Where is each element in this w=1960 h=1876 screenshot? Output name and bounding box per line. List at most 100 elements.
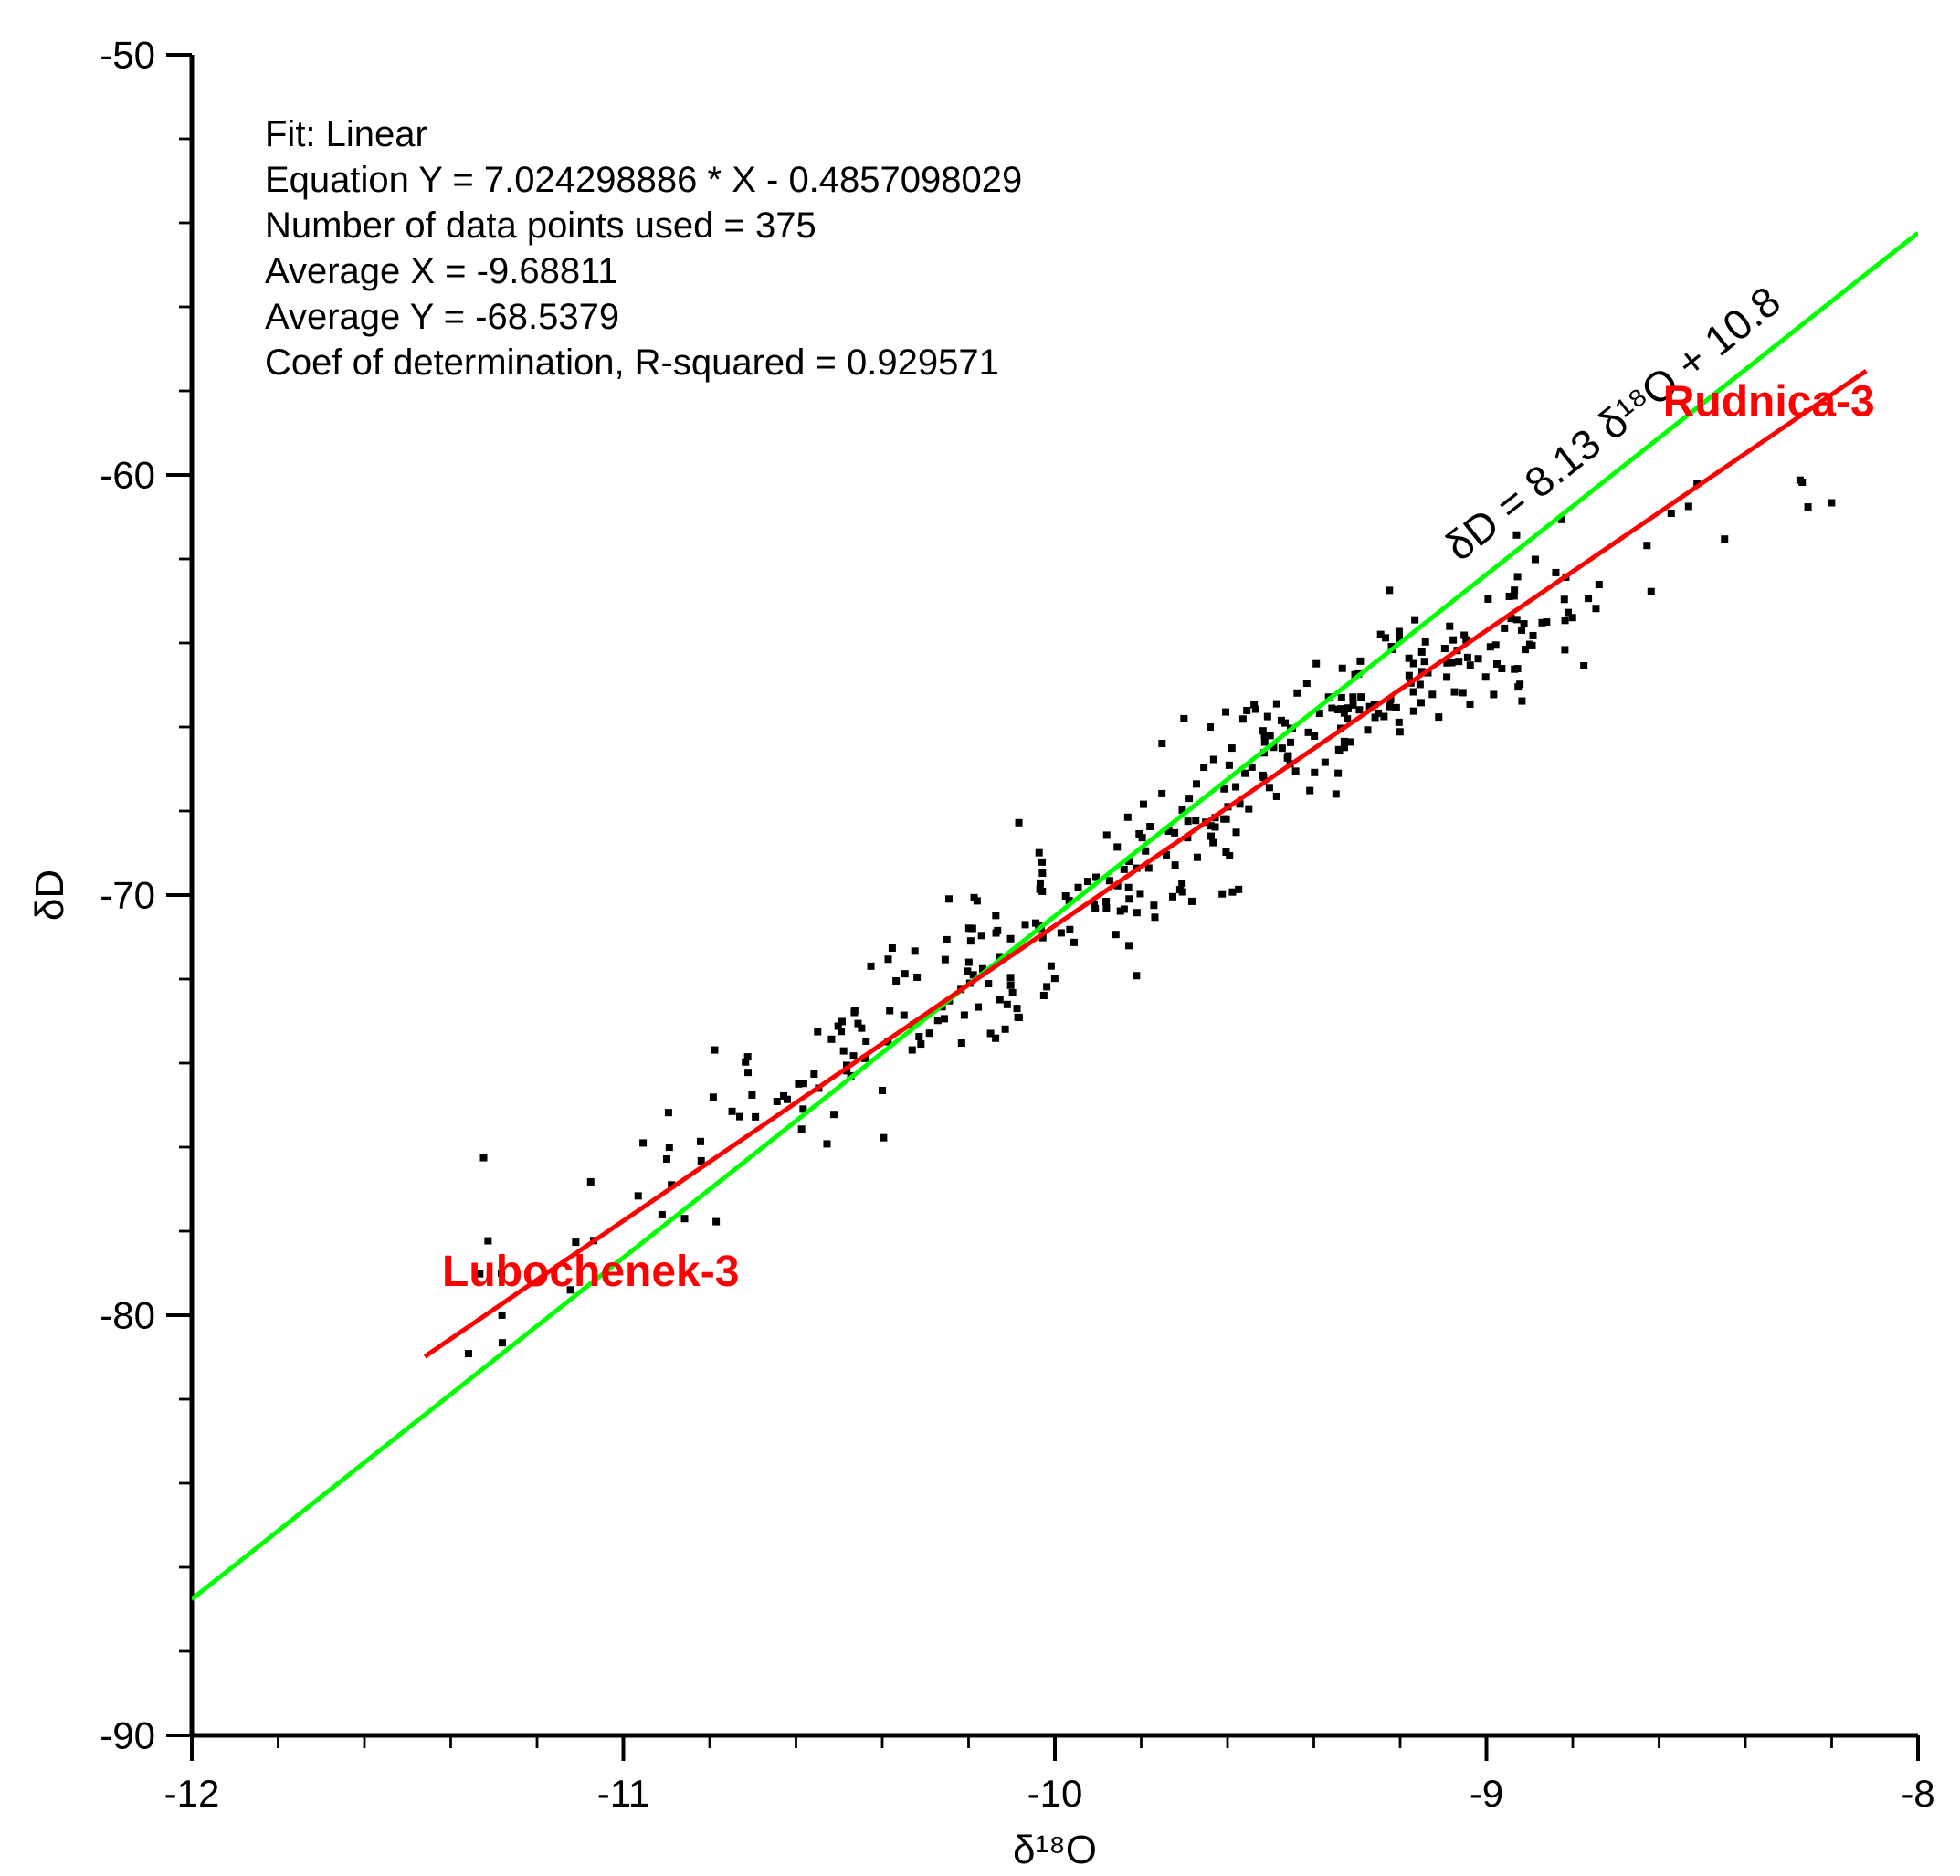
data-point [1103,831,1111,838]
x-tick-label: -8 [1901,1772,1934,1815]
data-point [1487,643,1494,650]
data-point [1482,673,1490,680]
annotation-label: Rudnica-3 [1663,378,1875,427]
data-point [774,1098,781,1105]
data-point [1150,901,1157,909]
data-point [748,1091,755,1099]
data-point [1200,764,1207,771]
data-point [909,1047,916,1054]
data-point [1464,654,1471,661]
data-point [1648,588,1655,595]
data-point [1443,673,1450,680]
data-point [1222,848,1229,856]
data-point [1121,905,1128,912]
scatter-chart: -12-11-10-9-8-90-80-70-60-50δ¹⁸OδDδD = 8… [0,0,1960,1876]
data-point [1382,634,1389,641]
data-point [1007,982,1015,989]
data-point [1158,740,1165,747]
data-point [992,912,999,919]
data-point [1070,939,1078,946]
data-point [1475,655,1482,662]
data-point [1562,617,1569,624]
data-point [1410,689,1417,696]
data-point [1518,627,1525,634]
data-point [1279,744,1286,752]
data-point [1038,888,1046,895]
data-point [795,1080,802,1088]
info-box: Fit: LinearEquation Y = 7.024298886 * X … [265,114,1022,383]
line-gmwl [192,233,1918,1599]
data-point [1228,889,1236,896]
data-point [969,925,976,933]
data-point [917,1040,924,1048]
data-point [961,1011,968,1018]
data-point [1396,627,1403,635]
data-point [1386,586,1393,594]
data-point [1209,839,1217,847]
data-point [1355,706,1363,713]
data-point [1273,793,1280,800]
data-point [1393,704,1400,711]
data-point [666,1144,673,1151]
data-point [1267,732,1274,739]
data-point [1287,739,1294,746]
annotation-label: Lubochenek-3 [442,1248,739,1296]
data-point [1410,660,1417,668]
data-point [1058,929,1065,936]
data-point [681,1215,689,1222]
data-point [1685,502,1692,510]
data-point [1133,972,1140,979]
data-point [1335,746,1343,754]
data-point [1498,665,1505,672]
data-point [1243,707,1250,714]
data-point [1596,581,1603,588]
data-point [1532,556,1539,564]
data-point [1158,790,1165,797]
data-point [1516,680,1523,688]
data-point [1022,921,1029,928]
data-point [1002,1026,1009,1033]
data-point [1501,625,1508,632]
data-point [1194,854,1201,861]
data-point [1007,935,1015,943]
data-point [1380,713,1387,721]
data-point [1185,817,1192,825]
data-point [1797,477,1804,484]
data-point [697,1138,704,1145]
data-point [975,1004,982,1011]
data-point [1460,632,1468,639]
data-point [1193,780,1200,787]
data-point [1386,703,1394,711]
data-point [1037,880,1044,887]
data-point [993,930,1000,937]
data-point [934,1017,942,1024]
data-point [1207,723,1214,731]
x-tick-label: -11 [597,1772,650,1815]
data-point [943,936,951,943]
data-point [1228,744,1236,752]
data-point [1038,869,1046,877]
data-point [1210,755,1217,763]
data-point [712,1218,720,1226]
data-point [1561,595,1568,603]
data-point [1339,665,1346,672]
data-point [798,1125,806,1133]
data-point [1721,535,1728,543]
data-point [1102,898,1110,905]
data-point [1411,617,1418,624]
data-point [1245,806,1252,813]
data-point [1441,645,1449,652]
data-point [974,897,981,904]
data-point [1552,569,1559,576]
data-point [1135,830,1143,838]
data-point [665,1109,672,1116]
data-point [901,970,909,977]
data-point [1266,784,1273,791]
data-point [1038,859,1046,866]
data-point [1146,823,1154,830]
data-point [1016,819,1023,827]
data-point [1261,739,1269,746]
data-point [1241,770,1249,777]
data-point [1396,728,1404,735]
data-point [862,1038,869,1045]
